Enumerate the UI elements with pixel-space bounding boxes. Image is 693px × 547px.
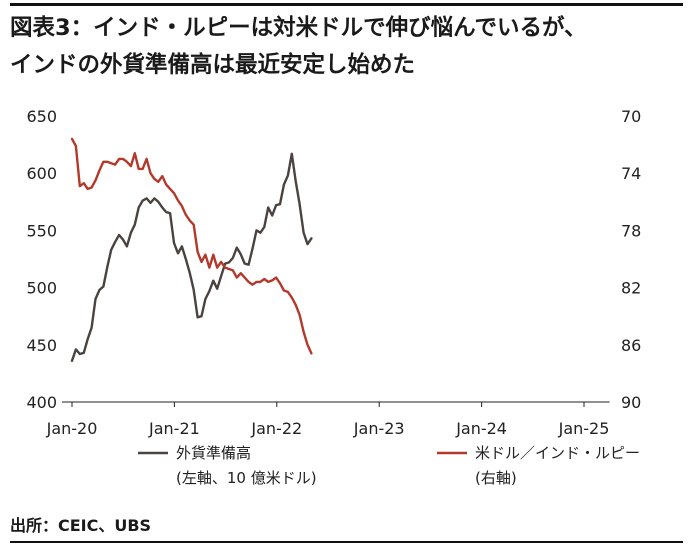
legend-sublabel-reserves: (左軸、10 億米ドル) — [176, 469, 317, 487]
legend-label-usdinr: 米ドル／インド・ルピー — [475, 444, 640, 462]
x-axis-ticks: Jan-20 Jan-21 Jan-22 Jan-23 Jan-24 Jan-25 — [46, 402, 610, 438]
left-tick-label: 650 — [26, 107, 57, 126]
left-tick-label: 500 — [26, 279, 57, 298]
right-axis-ticks: 70 74 78 82 86 90 — [621, 107, 641, 412]
right-tick-label: 82 — [621, 279, 641, 298]
series-line-reserves — [70, 152, 313, 362]
chart-title: 図表3：インド・ルピーは対米ドルで伸び悩んでいるが、 インドの外貨準備高は最近安… — [10, 10, 685, 84]
left-axis-ticks: 400 450 500 550 600 650 — [26, 107, 57, 412]
x-tick-label: Jan-21 — [148, 419, 200, 438]
left-tick-label: 600 — [26, 164, 57, 183]
series-line-usdinr — [70, 137, 313, 355]
left-tick-label: 450 — [26, 336, 57, 355]
right-tick-label: 90 — [621, 393, 641, 412]
legend-label-reserves: 外貨準備高 — [176, 444, 251, 462]
x-tick-label: Jan-24 — [455, 419, 507, 438]
source-note: 出所：CEIC、UBS — [10, 516, 152, 535]
x-tick-label: Jan-23 — [353, 419, 405, 438]
x-tick-label: Jan-20 — [46, 419, 98, 438]
series-lines — [70, 137, 313, 362]
bottom-rule — [10, 541, 683, 543]
x-tick-label: Jan-22 — [250, 419, 302, 438]
title-line-2: インドの外貨準備高は最近安定し始めた — [10, 52, 416, 78]
right-tick-label: 70 — [621, 107, 641, 126]
left-tick-label: 400 — [26, 393, 57, 412]
right-tick-label: 74 — [621, 164, 641, 183]
top-rule — [10, 3, 683, 6]
title-line-1: 図表3：インド・ルピーは対米ドルで伸び悩んでいるが、 — [10, 15, 587, 41]
left-tick-label: 550 — [26, 221, 57, 240]
right-tick-label: 78 — [621, 221, 641, 240]
x-tick-label: Jan-25 — [558, 419, 610, 438]
legend-sublabel-usdinr: (右軸) — [475, 469, 517, 487]
right-tick-label: 86 — [621, 336, 641, 355]
